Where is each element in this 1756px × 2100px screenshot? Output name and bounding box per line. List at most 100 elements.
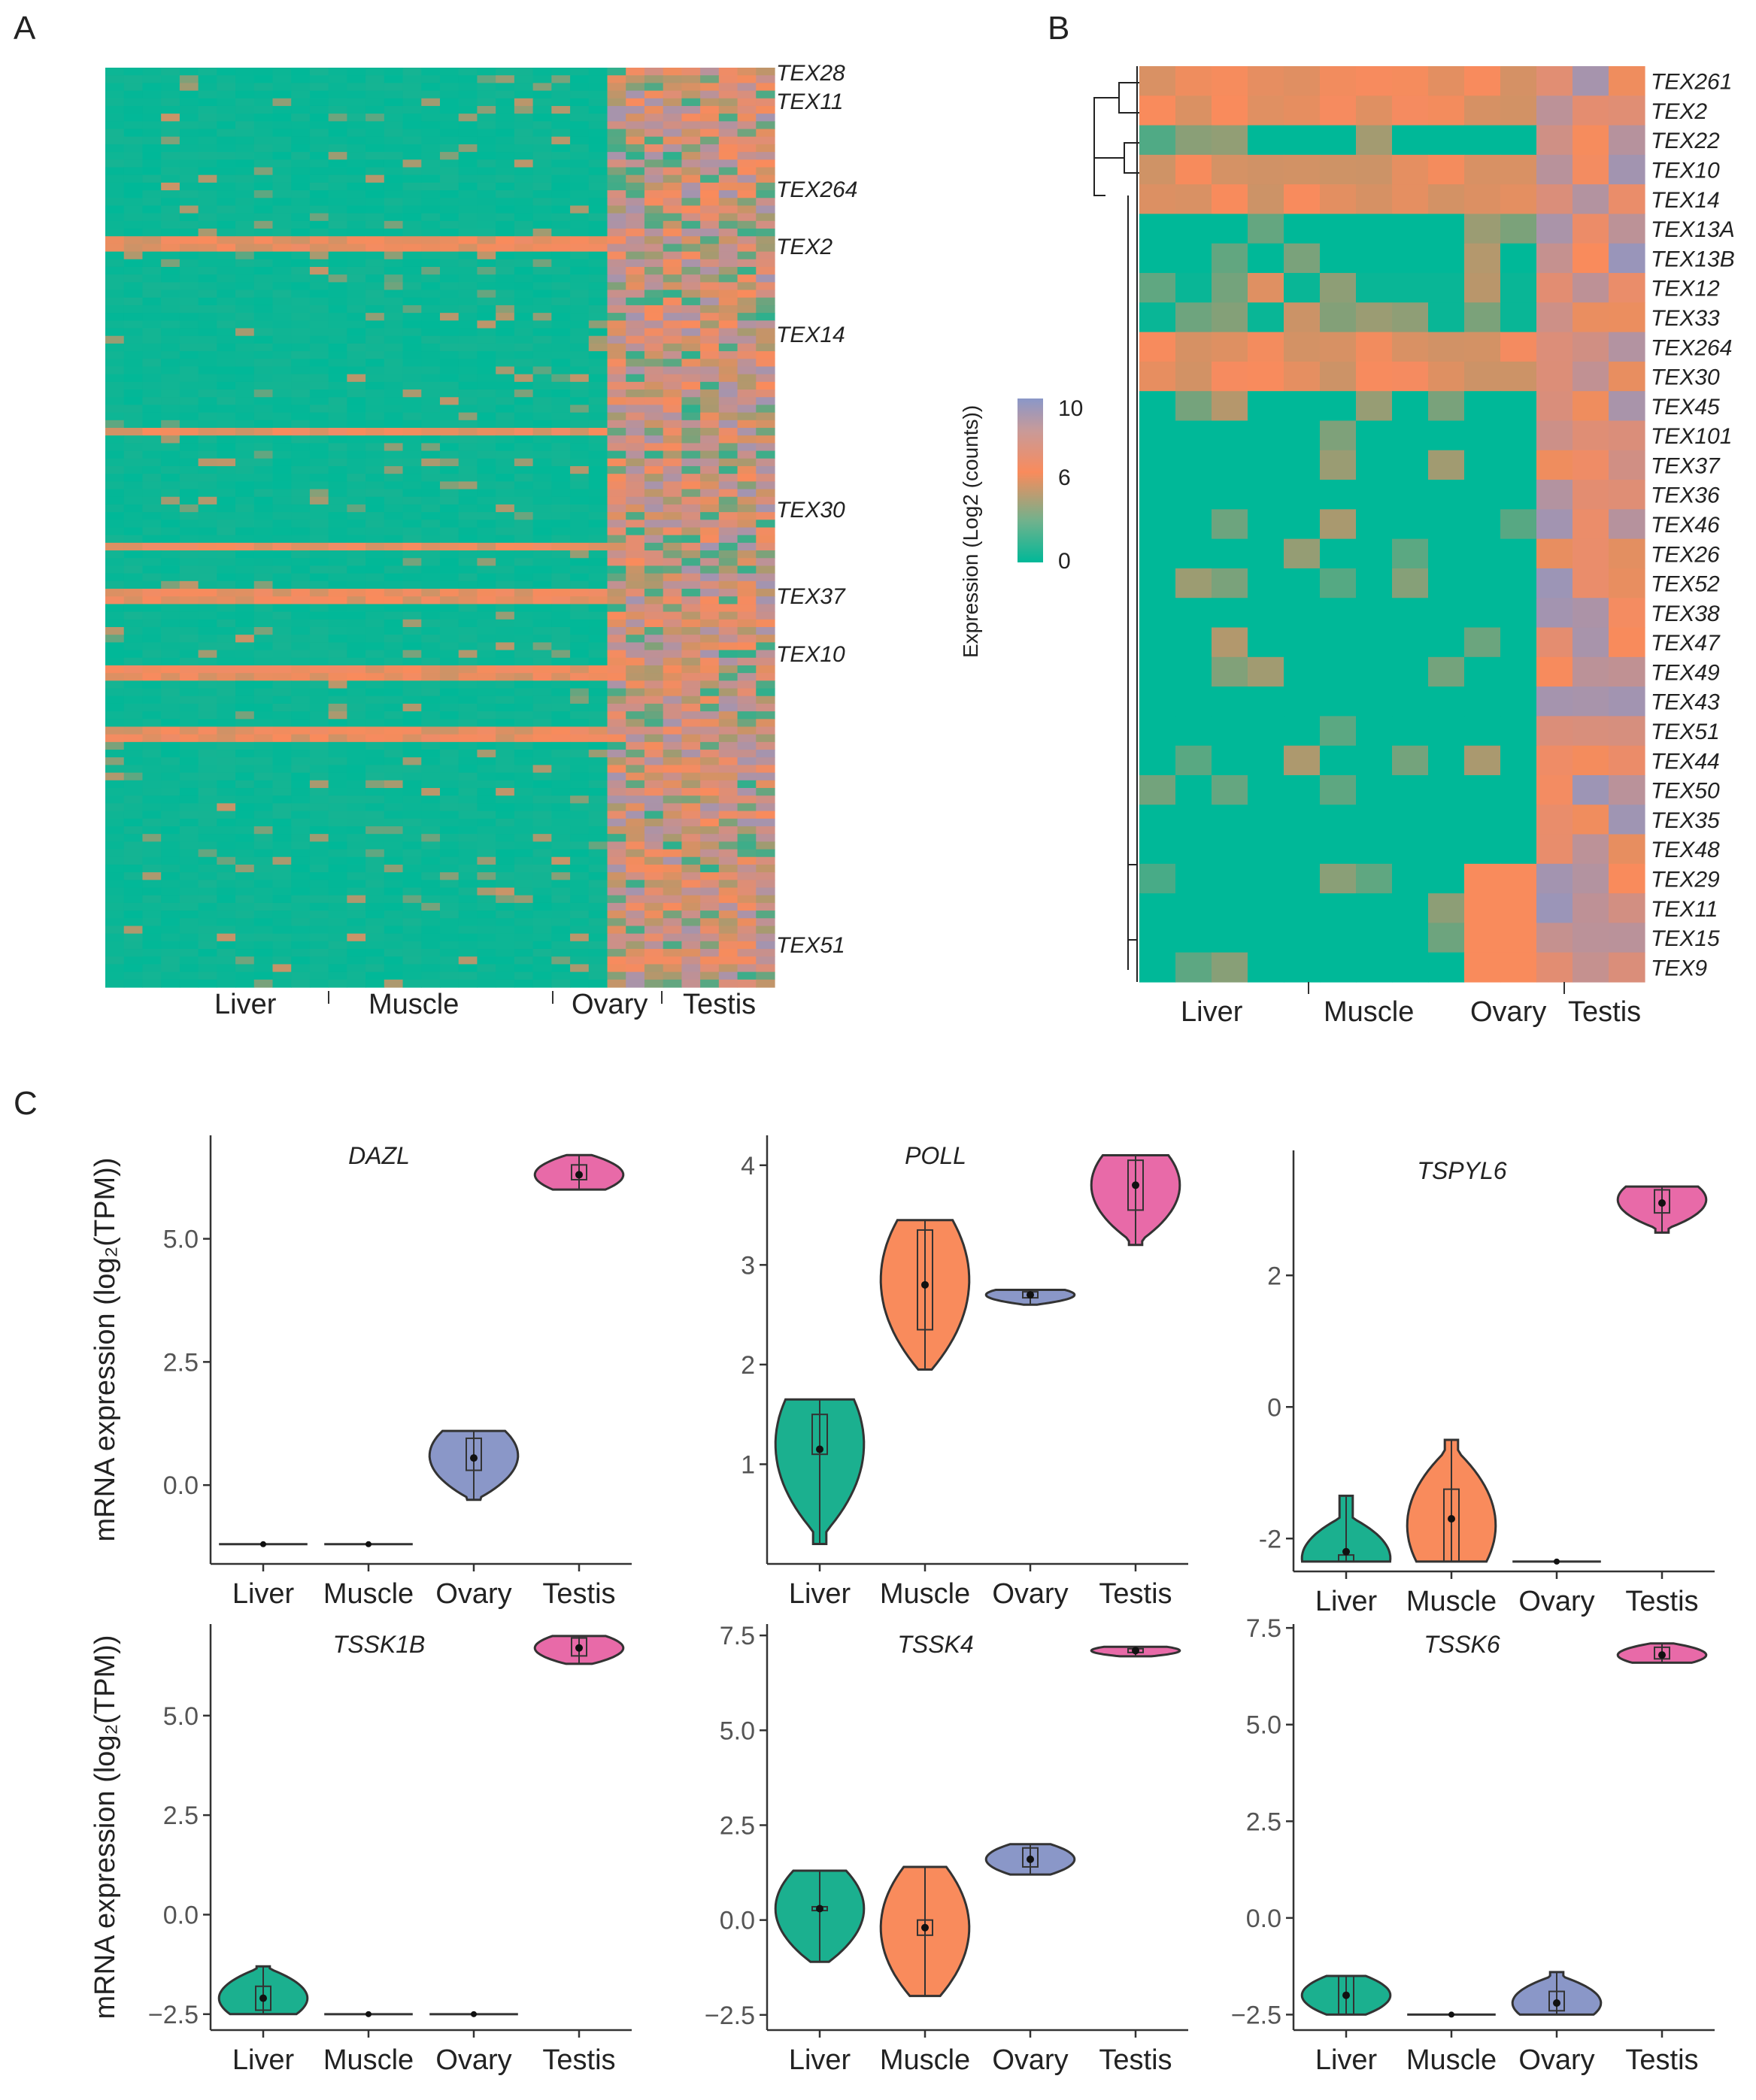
heatmap-a-cell xyxy=(291,949,311,957)
heatmap-b-cell xyxy=(1428,391,1465,422)
heatmap-b-cell xyxy=(1609,125,1645,156)
heatmap-a-cell xyxy=(217,305,236,314)
heatmap-a-cell xyxy=(272,174,292,183)
heatmap-a-cell xyxy=(272,665,292,674)
heatmap-a-cell xyxy=(588,205,608,214)
heatmap-a-cell xyxy=(217,190,236,198)
heatmap-b-cell xyxy=(1139,863,1176,894)
heatmap-a-cell xyxy=(253,481,274,490)
heatmap-a-cell xyxy=(607,650,626,659)
heatmap-a-cell xyxy=(291,359,311,368)
heatmap-a-cell xyxy=(179,428,199,436)
heatmap-a-cell xyxy=(626,496,645,505)
heatmap-a-cell xyxy=(626,98,645,107)
heatmap-a-cell xyxy=(161,826,180,835)
heatmap-a-cell xyxy=(253,236,274,245)
heatmap-b-gene-label: TEX49 xyxy=(1651,661,1720,686)
heatmap-a-cell xyxy=(718,941,738,950)
heatmap-a-cell xyxy=(235,205,255,214)
y-tick-label: 0 xyxy=(1267,1393,1281,1422)
y-tick-label: 7.5 xyxy=(720,1622,755,1650)
heatmap-a-cell xyxy=(384,657,404,666)
heatmap-a-cell xyxy=(458,182,478,191)
heatmap-a-cell xyxy=(756,811,775,820)
heatmap-a-cell xyxy=(198,152,217,160)
heatmap-a-cell xyxy=(384,274,404,283)
heatmap-a-cell xyxy=(309,198,329,207)
heatmap-a-cell xyxy=(514,90,534,99)
heatmap-a-cell xyxy=(235,259,255,268)
heatmap-a-cell xyxy=(626,979,645,988)
heatmap-b-cell xyxy=(1609,716,1645,747)
heatmap-a-cell xyxy=(477,465,496,474)
heatmap-a-cell xyxy=(718,535,738,544)
heatmap-a-cell xyxy=(718,626,738,635)
heatmap-a-cell xyxy=(309,750,329,758)
heatmap-a-cell xyxy=(514,695,534,705)
heatmap-a-cell xyxy=(718,956,738,965)
heatmap-a-cell xyxy=(198,182,217,191)
heatmap-a-cell xyxy=(718,289,738,298)
heatmap-a-cell xyxy=(421,405,441,414)
heatmap-a-cell xyxy=(402,420,422,429)
heatmap-a-cell xyxy=(217,236,236,245)
heatmap-a-cell xyxy=(161,834,180,842)
heatmap-a-cell xyxy=(365,274,385,283)
heatmap-a-cell xyxy=(718,412,738,421)
heatmap-a-cell xyxy=(570,504,590,513)
heatmap-a-cell xyxy=(607,611,626,620)
heatmap-a-cell xyxy=(644,911,664,919)
heatmap-a-cell xyxy=(718,811,738,820)
heatmap-a-cell xyxy=(440,741,459,750)
heatmap-b-cell xyxy=(1175,598,1212,629)
heatmap-a-cell xyxy=(235,504,255,513)
heatmap-a-cell xyxy=(217,788,236,796)
heatmap-a-cell xyxy=(328,351,347,359)
heatmap-a-cell xyxy=(737,803,757,812)
heatmap-b-cell xyxy=(1212,923,1248,953)
heatmap-a-cell xyxy=(123,474,144,482)
heatmap-a-cell xyxy=(514,520,534,529)
heatmap-a-cell xyxy=(328,826,347,835)
heatmap-a-cell xyxy=(291,695,311,705)
heatmap-a-cell xyxy=(663,803,682,812)
heatmap-a-cell xyxy=(663,489,682,498)
heatmap-a-cell xyxy=(514,918,534,927)
heatmap-a-cell xyxy=(607,826,626,835)
heatmap-a-cell xyxy=(328,343,347,352)
heatmap-a-cell xyxy=(514,75,534,83)
heatmap-a-cell xyxy=(718,98,738,107)
heatmap-a-cell xyxy=(663,703,682,712)
heatmap-a-cell xyxy=(161,750,180,758)
heatmap-a-cell xyxy=(532,351,552,359)
heatmap-a-cell xyxy=(198,841,217,850)
heatmap-a-cell xyxy=(142,795,162,804)
heatmap-a-cell xyxy=(235,734,255,743)
heatmap-a-cell xyxy=(514,765,534,774)
heatmap-a-cell xyxy=(309,826,329,835)
heatmap-b-cell xyxy=(1284,450,1321,480)
heatmap-a-cell xyxy=(626,443,645,452)
heatmap-a-cell xyxy=(626,719,645,728)
heatmap-a-cell xyxy=(718,443,738,452)
heatmap-a-cell xyxy=(551,642,571,651)
heatmap-a-cell xyxy=(440,880,459,889)
heatmap-a-cell xyxy=(309,282,329,291)
y-tick-label: 2.5 xyxy=(163,1348,199,1377)
heatmap-a-cell xyxy=(421,328,441,337)
heatmap-b-cell xyxy=(1428,154,1465,185)
heatmap-b-cell xyxy=(1212,893,1248,924)
heatmap-a-cell xyxy=(365,611,385,620)
heatmap-a-cell xyxy=(123,695,144,705)
heatmap-a-cell xyxy=(347,343,366,352)
heatmap-a-cell xyxy=(328,305,347,314)
heatmap-a-cell xyxy=(347,788,366,796)
heatmap-a-cell xyxy=(440,205,459,214)
heatmap-b-cell xyxy=(1356,863,1393,894)
heatmap-a-cell xyxy=(718,964,738,973)
violin-liver xyxy=(217,1965,309,2016)
heatmap-a-cell xyxy=(402,971,422,980)
heatmap-b-cell xyxy=(1392,774,1429,805)
heatmap-a-cell xyxy=(328,504,347,513)
heatmap-b-cell xyxy=(1573,420,1609,451)
